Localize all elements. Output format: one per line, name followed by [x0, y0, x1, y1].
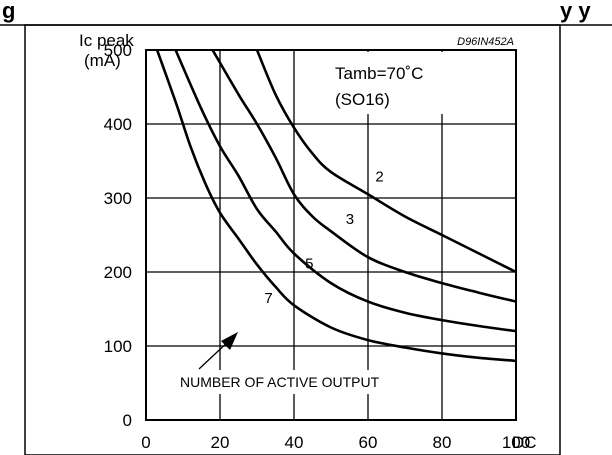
curve-2-outputs: [255, 49, 517, 274]
condition-box-bg: [330, 52, 448, 114]
curves: [155, 49, 517, 363]
series-label: 5: [305, 255, 313, 272]
series-label: 3: [346, 211, 354, 228]
header-text-right: y y: [560, 0, 591, 23]
y-tick-label: 0: [123, 411, 132, 430]
series-labels: 2 3 5 7: [264, 169, 383, 307]
y-tick-label: 200: [104, 263, 132, 282]
y-axis-label-line2: (mA): [84, 51, 121, 70]
arrow-note-text: NUMBER OF ACTIVE OUTPUT: [180, 374, 380, 390]
condition-text-line2: (SO16): [335, 90, 390, 109]
x-tick-label: 100: [502, 433, 530, 452]
curve-5-outputs: [174, 49, 517, 333]
tick-labels: 0 20 40 60 80 100 0 100 200 300 400 500: [104, 41, 531, 452]
curve-3-outputs: [211, 49, 517, 303]
y-tick-label: 300: [104, 189, 132, 208]
arrow-note-bg: [176, 370, 426, 394]
header-text: g: [2, 0, 15, 23]
condition-text-line1: Tamb=70˚C: [335, 64, 423, 83]
reference-code: D96IN452A: [457, 36, 514, 48]
arrow-head: [221, 332, 238, 350]
y-tick-label: 400: [104, 115, 132, 134]
figure-frame: [24, 24, 561, 455]
x-tick-label: 20: [211, 433, 230, 452]
y-tick-label: 100: [104, 337, 132, 356]
series-label: 2: [375, 169, 383, 186]
curve-7-outputs: [155, 49, 517, 363]
x-tick-label: 60: [359, 433, 378, 452]
plot-area-border: [145, 49, 517, 421]
y-tick-label: 500: [104, 41, 132, 60]
x-axis-label: DC: [512, 433, 537, 452]
x-tick-label: 80: [433, 433, 452, 452]
x-tick-label: 40: [285, 433, 304, 452]
series-label: 7: [264, 290, 272, 307]
x-tick-label: 0: [141, 433, 150, 452]
y-axis-label-line1: Ic peak: [79, 31, 134, 50]
